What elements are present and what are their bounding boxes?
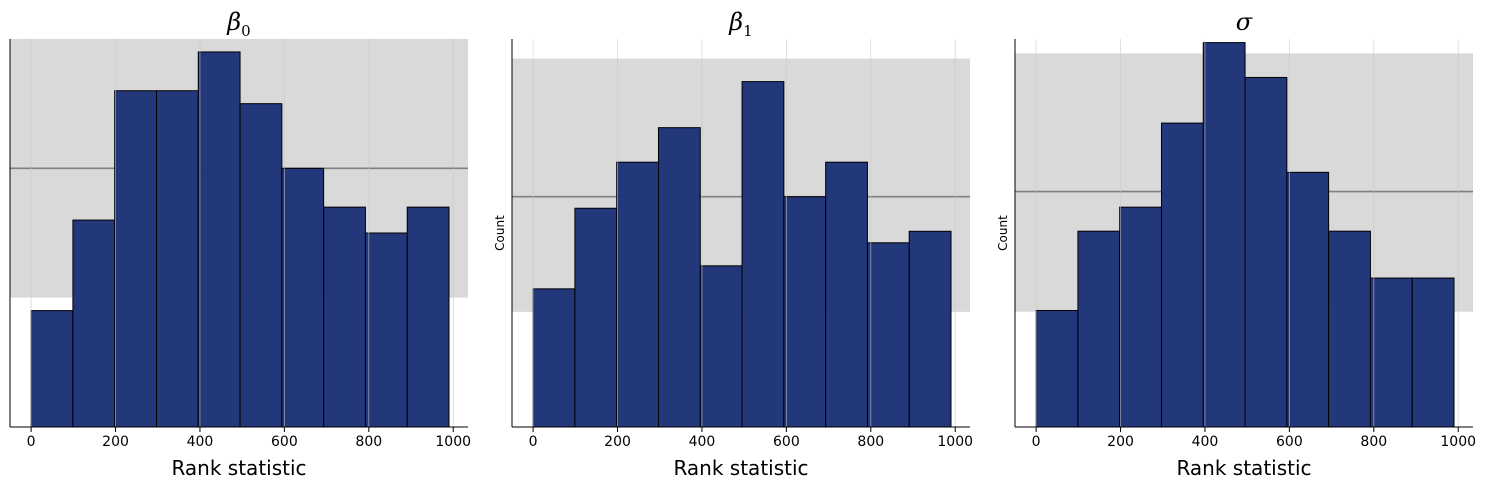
histogram-bar bbox=[155, 90, 199, 427]
x-axis-title: Rank statistic bbox=[171, 456, 306, 480]
histogram-bar bbox=[825, 161, 868, 427]
histogram-bar bbox=[783, 196, 827, 427]
x-tick-label: 400 bbox=[689, 434, 716, 450]
x-tick-label: 200 bbox=[102, 434, 129, 450]
histogram-bar bbox=[741, 81, 785, 427]
histogram-bar bbox=[1286, 171, 1330, 427]
histogram-bar bbox=[1077, 230, 1121, 427]
histogram-bar bbox=[908, 230, 952, 427]
x-tick-label: 200 bbox=[1107, 434, 1134, 450]
histogram-bar bbox=[1411, 277, 1455, 427]
x-tick-label: 1000 bbox=[435, 434, 471, 450]
panel-2: 0 200 400 600 800 1000 Rank statistic Count β1 bbox=[493, 8, 973, 480]
x-tick-label: 600 bbox=[1276, 434, 1303, 450]
histogram-bar bbox=[197, 51, 241, 427]
x-tick-label: 1000 bbox=[1440, 434, 1476, 450]
x-tick-label: 200 bbox=[604, 434, 631, 450]
x-tick-label: 0 bbox=[529, 434, 538, 450]
panel-title: σ bbox=[1236, 8, 1253, 36]
x-tick-label: 800 bbox=[857, 434, 884, 450]
y-axis-title: Count bbox=[996, 215, 1010, 251]
histogram-bar bbox=[616, 161, 659, 427]
histogram-bar bbox=[281, 167, 325, 427]
histogram-bar bbox=[1244, 76, 1288, 427]
histogram-bar bbox=[1035, 309, 1079, 427]
x-tick-label: 400 bbox=[187, 434, 214, 450]
histogram-bar bbox=[323, 206, 366, 427]
x-axis-title: Rank statistic bbox=[1176, 456, 1311, 480]
histogram-bar bbox=[1119, 206, 1162, 427]
title-symbol: σ bbox=[1236, 8, 1253, 36]
histogram-bar bbox=[406, 206, 450, 427]
x-tick-label: 800 bbox=[1360, 434, 1387, 450]
x-tick-label: 1000 bbox=[937, 434, 973, 450]
x-tick-label: 600 bbox=[773, 434, 800, 450]
panel-3: 0 200 400 600 800 1000 Rank statistic Count σ bbox=[996, 8, 1476, 480]
x-tick-label: 0 bbox=[27, 434, 36, 450]
histogram-bar bbox=[364, 232, 408, 427]
histogram-bar bbox=[574, 207, 618, 427]
histogram-bar bbox=[1328, 230, 1371, 427]
title-subscript: 1 bbox=[743, 22, 753, 40]
x-axis-title: Rank statistic bbox=[673, 456, 808, 480]
panel-title: β1 bbox=[728, 8, 752, 40]
histogram-bar bbox=[866, 242, 910, 427]
title-symbol: β bbox=[728, 8, 743, 36]
histogram-bar bbox=[1202, 42, 1246, 427]
title-symbol: β bbox=[226, 8, 241, 36]
panel-title: β0 bbox=[226, 8, 250, 40]
x-tick-label: 0 bbox=[1032, 434, 1041, 450]
histogram-bar bbox=[532, 288, 576, 427]
histogram-bar bbox=[239, 103, 283, 427]
histogram-bar bbox=[699, 265, 743, 427]
histogram-bar bbox=[72, 219, 116, 427]
histogram-bar bbox=[1160, 122, 1204, 427]
histogram-bar bbox=[30, 310, 74, 427]
title-subscript: 0 bbox=[241, 22, 251, 40]
histogram-bar bbox=[1369, 277, 1413, 427]
x-tick-label: 400 bbox=[1192, 434, 1219, 450]
x-tick-label: 800 bbox=[355, 434, 382, 450]
y-axis-title: Count bbox=[493, 215, 507, 251]
histogram-bar bbox=[657, 127, 701, 427]
histogram-bar bbox=[114, 90, 157, 427]
x-tick-label: 600 bbox=[271, 434, 298, 450]
